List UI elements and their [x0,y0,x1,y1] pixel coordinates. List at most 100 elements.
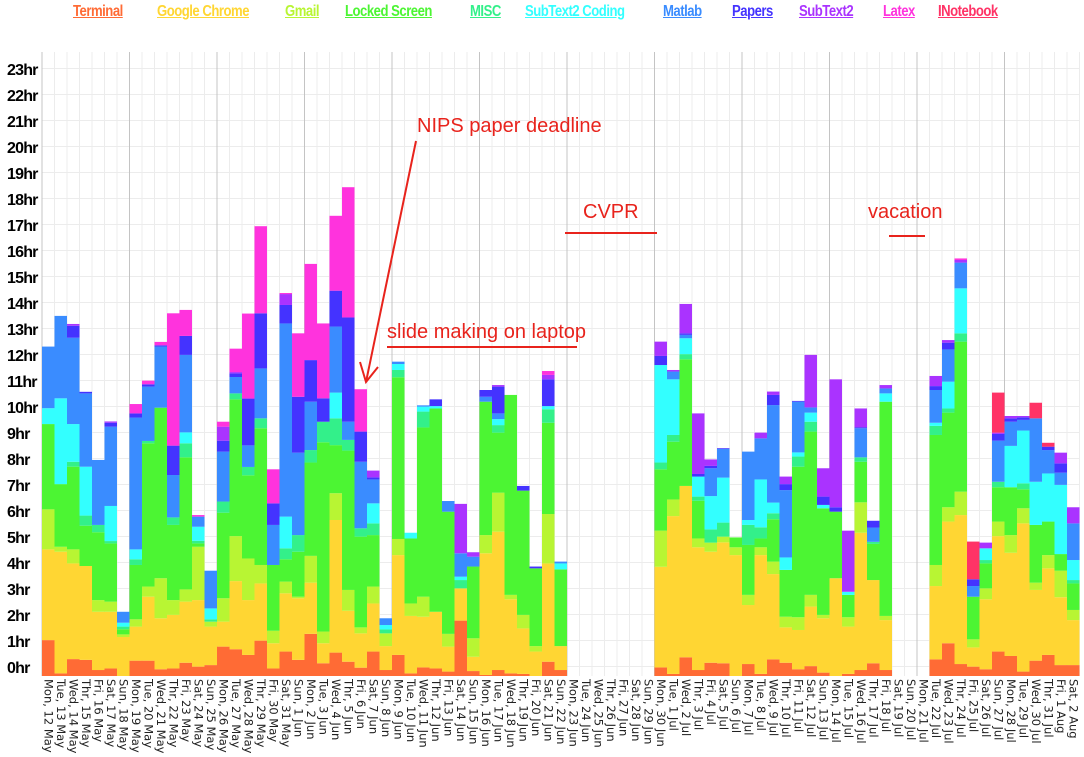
x-tick-label: Wed, 14 May [66,679,80,754]
bar-segment-subtext2 [467,552,480,557]
bar-segment-matlab [92,459,105,525]
bar-segment-subtext2 [229,372,242,374]
bar-segment-google-chrome [192,600,205,667]
bar-segment-locked-screen [542,422,555,515]
bar-segment-matlab [54,315,67,399]
bar-segment-locked-screen [729,537,742,548]
bar-segment-gmail [229,536,242,582]
x-tick-label: Mon, 7 Jul [741,679,755,735]
bar-segment-subtext2 [804,354,817,408]
bar-segment-papers [779,484,792,491]
bar-segment-misc [254,418,267,429]
bar-segment-google-chrome [154,618,167,670]
legend-papers[interactable]: Papers [732,3,773,20]
bar-segment-misc [742,524,755,545]
y-tick-label: 8hr [7,452,30,469]
bar-segment-matlab [929,390,942,423]
bar-segment-terminal [442,671,455,676]
bar-segment-gmail [467,638,480,657]
bar-segment-papers [967,579,980,587]
bar-segment-misc [704,529,717,543]
bar-segment-google-chrome [779,627,792,663]
bar-segment-matlab [354,461,367,529]
bar-segment-locked-screen [992,487,1005,522]
legend-subtext2[interactable]: SubText2 [799,3,854,20]
x-tick-label: Wed, 25 Jun [591,679,605,748]
bar-segment-google-chrome [767,574,780,660]
bar-segment-matlab [79,393,92,467]
bar-segment-subtext2 [979,542,992,549]
x-tick-label: Thr, 24 Jul [954,678,968,738]
bar-segment-terminal [554,670,567,676]
bar-segment-matlab [954,262,967,289]
bar-segment-matlab [867,527,880,542]
bar-segment-matlab [792,401,805,453]
bar-segment-gmail [204,621,217,627]
bar-segment-locked-screen [942,412,955,508]
bar-segment-papers [704,465,717,469]
day-bar [729,537,742,676]
x-tick-label: Fri, 27 Jun [616,679,630,736]
day-bar [292,333,305,676]
x-tick-label: Mon, 28 Jul [1004,679,1018,743]
bar-segment-subtext2-coding [954,288,967,334]
legend-misc[interactable]: MISC [470,3,501,20]
bar-segment-terminal [304,633,317,676]
bar-segment-misc [767,513,780,520]
legend-matlab[interactable]: Matlab [663,3,702,20]
bar-segment-terminal [792,669,805,676]
bar-segment-papers [129,413,142,418]
bar-segment-google-chrome [692,547,705,671]
bar-segment-google-chrome [654,566,667,668]
bar-segment-google-chrome [217,621,230,647]
bar-segment-latex [129,404,142,414]
day-bar [167,313,180,676]
day-bar [717,448,730,676]
bar-segment-locked-screen [517,490,530,615]
bar-segment-papers [304,360,317,402]
bar-segment-subtext2 [942,340,955,343]
legend-google-chrome[interactable]: Google Chrome [157,3,250,20]
bar-segment-matlab [742,451,755,520]
legend-gmail[interactable]: Gmail [285,3,320,20]
legend-terminal[interactable]: Terminal [73,3,123,20]
bar-segment-locked-screen [117,629,130,635]
bar-segment-papers [429,399,442,407]
bar-segment-misc [454,580,467,589]
day-bar [829,379,842,676]
bar-segment-subtext2-coding [129,549,142,560]
bar-segment-terminal [804,666,817,676]
day-bar [942,340,955,676]
legend-inotebook[interactable]: INotebook [938,3,998,20]
bar-segment-subtext2-coding [554,563,567,570]
bar-segment-locked-screen [779,569,792,617]
bar-segment-papers [354,431,367,462]
x-tick-label: Tue, 8 Jul [754,678,768,731]
bar-segment-matlab [1054,472,1067,485]
bar-segment-inotebook [1042,442,1055,447]
y-tick-label: 17hr [7,218,38,235]
bar-segment-subtext2 [829,379,842,508]
bar-segment-subtext2-coding [379,625,392,630]
legend-subtext2-coding[interactable]: SubText2 Coding [525,3,625,20]
day-bar [54,315,67,676]
y-tick-label: 22hr [7,88,38,105]
bar-segment-locked-screen [1029,524,1042,583]
x-tick-label: Wed, 4 Jun [329,679,343,740]
bar-segment-matlab [442,501,455,512]
bar-segment-google-chrome [492,531,505,671]
bar-segment-papers [1042,446,1055,451]
bar-segment-terminal [192,666,205,676]
legend-latex[interactable]: Latex [883,3,915,20]
bar-segment-matlab [1029,418,1042,482]
bar-segment-misc [329,418,342,446]
bar-segment-latex [304,263,317,361]
bar-segment-matlab [479,396,492,402]
bar-segment-google-chrome [129,626,142,661]
bar-segment-matlab [379,618,392,626]
bar-segment-google-chrome [704,551,717,663]
bar-segment-google-chrome [992,536,1005,652]
legend-locked-screen[interactable]: Locked Screen [345,3,432,20]
bar-segment-gmail [942,507,955,522]
